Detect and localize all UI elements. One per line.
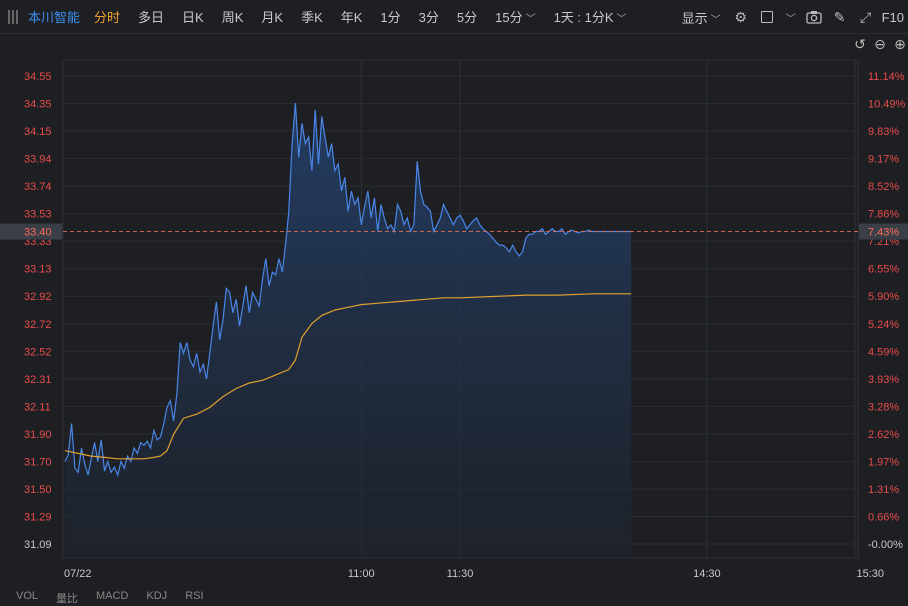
current-price-tags: 33.40 7.43% [0, 223, 908, 240]
toolbar-right: 显示 ﹀ ⚙ ﹀ ✎ ⤢ F10 [682, 0, 908, 34]
time-tick-label: 11:30 [447, 568, 474, 580]
time-axis: 07/22 11:00 11:30 14:30 15:30 [64, 568, 884, 580]
range-select-label: 1天 : 1分K [553, 10, 614, 25]
current-price-tag-bg [0, 223, 62, 240]
price-axis: 34.5534.3534.1533.9433.7433.5333.3333.13… [24, 71, 52, 551]
percent-tick-label: 6.55% [868, 264, 899, 276]
range-select[interactable]: 1天 : 1分K ﹀ [554, 7, 627, 26]
tab-month-k[interactable]: 月K [261, 10, 284, 25]
tab-15min-label: 15分 [495, 10, 523, 25]
percent-tick-label: 1.97% [868, 456, 899, 468]
tab-year-k[interactable]: 年K [340, 10, 363, 25]
time-tick-label: 15:30 [856, 568, 884, 580]
chevron-down-icon: ﹀ [525, 14, 536, 25]
tab-volume-ratio[interactable]: 量比 [56, 593, 79, 605]
chevron-down-icon[interactable]: ﹀ [785, 13, 796, 25]
price-tick-label: 33.94 [24, 154, 52, 166]
price-tick-label: 31.90 [24, 429, 52, 441]
percent-tick-label: 2.62% [868, 429, 899, 441]
display-menu[interactable]: 显示 ﹀ [682, 8, 721, 27]
settings-icon[interactable]: ⚙ [734, 8, 747, 25]
tab-macd[interactable]: MACD [96, 590, 129, 602]
price-tick-label: 33.74 [24, 181, 52, 193]
zoom-out-icon[interactable]: ⊖ [874, 36, 886, 52]
tab-quarter-k[interactable]: 季K [301, 10, 323, 25]
current-pct-tag: 7.43% [868, 227, 899, 239]
drag-handle-icon[interactable] [8, 9, 18, 24]
camera-icon[interactable] [804, 7, 824, 27]
tab-vol[interactable]: VOL [16, 590, 39, 602]
price-tick-label: 34.35 [24, 99, 52, 111]
percent-tick-label: 5.24% [868, 319, 899, 331]
tab-rsi[interactable]: RSI [185, 590, 204, 602]
f10-button[interactable]: F10 [881, 9, 904, 25]
percent-tick-label: 4.59% [868, 346, 899, 358]
price-tick-label: 32.31 [24, 374, 52, 386]
price-tick-label: 31.50 [24, 484, 52, 496]
price-tick-label: 32.52 [24, 346, 52, 358]
display-label: 显示 [681, 10, 708, 26]
pencil-icon[interactable]: ✎ [833, 8, 846, 25]
chart-toolbar: 本川智能 分时 多日 日K 周K 月K 季K 年K 1分 3分 5分 15分 ﹀ … [0, 0, 908, 34]
undo-icon[interactable]: ↺ [854, 36, 866, 52]
percent-tick-label: 3.28% [868, 401, 899, 413]
price-tick-label: 34.15 [24, 126, 52, 138]
stock-name[interactable]: 本川智能 [28, 10, 81, 25]
tab-week-k[interactable]: 周K [221, 10, 244, 25]
tab-fenshi[interactable]: 分时 [94, 10, 121, 25]
price-tick-label: 34.55 [24, 71, 52, 83]
price-tick-label: 33.13 [24, 264, 52, 276]
time-tick-label: 11:00 [348, 568, 375, 580]
percent-tick-label: 8.52% [868, 181, 899, 193]
tab-kdj[interactable]: KDJ [146, 590, 168, 602]
price-tick-label: 33.53 [24, 209, 52, 221]
percent-tick-label: 7.86% [868, 209, 899, 221]
price-tick-label: 31.09 [24, 539, 52, 551]
time-tick-label: 14:30 [693, 568, 721, 580]
percent-tick-label: 1.31% [868, 484, 899, 496]
tab-5min[interactable]: 5分 [456, 10, 478, 25]
percent-tick-label: 0.66% [868, 511, 899, 523]
indicator-tabs: VOL 量比 MACD KDJ RSI [16, 590, 204, 606]
price-series-line [64, 103, 632, 477]
price-tick-label: 32.72 [24, 319, 52, 331]
camera-svg [805, 11, 822, 24]
percent-tick-label: 10.49% [868, 99, 906, 111]
tab-multi-day[interactable]: 多日 [138, 10, 165, 25]
percent-tick-label: 9.83% [868, 126, 899, 138]
price-tick-label: 31.70 [24, 456, 52, 468]
price-tick-label: 32.11 [24, 401, 51, 413]
percent-tick-label: -0.00% [868, 539, 903, 551]
current-price-tag: 33.40 [24, 227, 52, 239]
percent-axis: 11.14%10.49%9.83%9.17%8.52%7.86%7.21%6.5… [868, 71, 906, 551]
chevron-down-icon: ﹀ [616, 14, 627, 25]
checkbox-icon[interactable] [757, 7, 777, 27]
percent-tick-label: 11.14% [868, 71, 905, 83]
price-area-fill [65, 103, 632, 558]
chart-controls: ↺ ⊖ ⊕ [852, 36, 908, 53]
time-tick-label: 07/22 [64, 568, 92, 580]
average-series-line [64, 293, 632, 460]
tab-3min[interactable]: 3分 [418, 10, 439, 25]
price-tick-label: 31.29 [24, 511, 52, 523]
zoom-in-icon[interactable]: ⊕ [894, 36, 906, 52]
checkbox-square [760, 11, 773, 23]
tab-day-k[interactable]: 日K [182, 10, 204, 25]
percent-tick-label: 3.93% [868, 374, 899, 386]
tab-1min[interactable]: 1分 [380, 10, 401, 25]
tab-15min[interactable]: 15分 ﹀ [495, 7, 535, 26]
price-tick-label: 32.92 [24, 291, 52, 303]
chevron-down-icon: ﹀ [710, 14, 721, 26]
current-pct-tag-bg [859, 223, 908, 240]
percent-tick-label: 9.17% [868, 154, 899, 166]
percent-tick-label: 5.90% [868, 291, 899, 303]
fullscreen-icon[interactable]: ⤢ [859, 8, 872, 25]
